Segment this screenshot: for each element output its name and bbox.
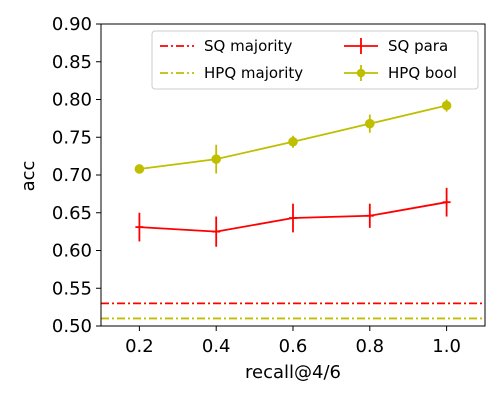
legend-sq-majority-label: SQ majority [204, 37, 292, 55]
hpq-bool-point [134, 164, 145, 174]
hpq-bool-point [288, 136, 298, 147]
hpq-bool-point [211, 154, 221, 164]
y-tick-label: 0.75 [52, 127, 92, 148]
y-tick-label: 0.80 [52, 90, 92, 111]
x-tick-label: 1.0 [432, 336, 461, 357]
y-tick-label: 0.55 [52, 278, 92, 299]
y-tick-label: 0.50 [52, 316, 92, 337]
legend-hpq-bool-marker [356, 68, 366, 78]
hpq-bool-point [365, 118, 375, 129]
x-tick-label: 0.6 [279, 336, 308, 357]
sq-para-series [135, 187, 451, 247]
y-tick-label: 0.70 [52, 165, 92, 186]
legend-box [151, 30, 479, 90]
x-tick-label: 0.8 [355, 336, 384, 357]
legend: SQ majority SQ para HPQ majority HPQ bool [151, 30, 479, 90]
x-tick-label: 0.4 [202, 336, 231, 357]
y-tick-label: 0.90 [52, 14, 92, 35]
x-tick-label: 0.2 [125, 336, 154, 357]
hpq-bool-series [134, 99, 452, 174]
legend-hpq-majority-label: HPQ majority [204, 64, 303, 82]
x-axis-label: recall@4/6 [245, 362, 341, 383]
y-tick-label: 0.85 [52, 52, 92, 73]
y-tick-label: 0.60 [52, 241, 92, 262]
y-tick-label: 0.65 [52, 203, 92, 224]
legend-hpq-bool-label: HPQ bool [388, 64, 457, 82]
plot-area-frame [100, 23, 486, 327]
y-axis-label: acc [18, 161, 39, 192]
legend-sq-para-label: SQ para [388, 37, 448, 55]
hpq-bool-point [441, 100, 452, 111]
